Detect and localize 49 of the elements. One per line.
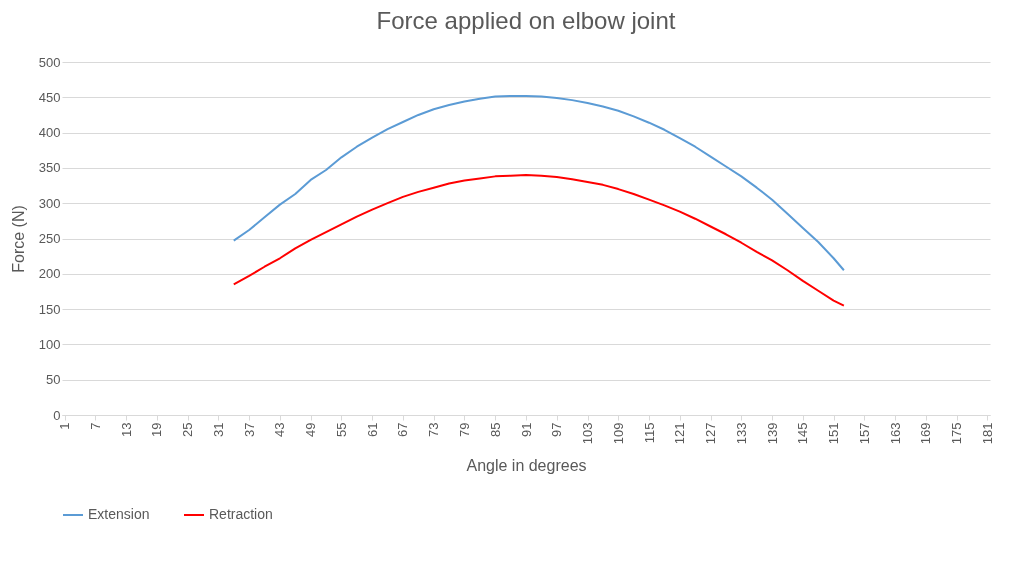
y-tick-label: 50 bbox=[46, 372, 61, 388]
line-series bbox=[232, 173, 845, 307]
y-tick-label: 500 bbox=[38, 54, 61, 70]
legend-label: Extension bbox=[88, 506, 150, 522]
x-tick-label: 19 bbox=[149, 422, 165, 437]
y-tick-label: 150 bbox=[38, 301, 61, 317]
x-tick-label: 157 bbox=[856, 422, 872, 445]
x-tick-label: 55 bbox=[333, 422, 349, 437]
x-tick-label: 31 bbox=[210, 422, 226, 437]
x-tick-label: 49 bbox=[303, 422, 319, 437]
y-tick-label: 200 bbox=[38, 266, 61, 282]
y-tick-label: 400 bbox=[38, 125, 61, 141]
x-tick-label: 127 bbox=[703, 422, 719, 445]
y-tick-label: 300 bbox=[38, 195, 61, 211]
x-tick-label: 103 bbox=[580, 422, 596, 445]
x-tick-label: 73 bbox=[426, 422, 442, 437]
x-tick-label: 121 bbox=[672, 422, 688, 445]
x-tick-label: 163 bbox=[887, 422, 903, 445]
x-tick-label: 85 bbox=[487, 422, 503, 437]
x-axis-title: Angle in degrees bbox=[466, 457, 587, 475]
x-tick-label: 133 bbox=[733, 422, 749, 445]
x-tick-label: 13 bbox=[118, 422, 134, 437]
y-tick-label: 100 bbox=[38, 336, 61, 352]
x-tick-label: 181 bbox=[979, 422, 995, 445]
x-tick-label: 79 bbox=[456, 422, 472, 437]
x-tick-label: 109 bbox=[610, 422, 626, 445]
x-tick-label: 61 bbox=[364, 422, 380, 437]
y-tick-label: 450 bbox=[38, 89, 61, 105]
x-tick-label: 37 bbox=[241, 422, 257, 437]
x-tick-label: 145 bbox=[795, 422, 811, 445]
y-tick-label: 250 bbox=[38, 231, 61, 246]
x-tick-label: 175 bbox=[949, 422, 965, 445]
x-tick-label: 67 bbox=[395, 422, 411, 437]
legend-label: Retraction bbox=[209, 506, 273, 522]
x-tick-label: 7 bbox=[87, 422, 103, 430]
x-tick-label: 151 bbox=[826, 422, 842, 445]
x-tick-label: 43 bbox=[272, 422, 288, 437]
y-tick-label: 350 bbox=[38, 160, 61, 176]
y-tick-label: 0 bbox=[53, 407, 61, 423]
chart-title: Force applied on elbow joint bbox=[376, 7, 676, 34]
x-tick-label: 115 bbox=[641, 422, 657, 444]
line-series bbox=[232, 94, 845, 272]
y-axis-title: Force (N) bbox=[9, 205, 27, 273]
x-tick-label: 139 bbox=[764, 422, 780, 445]
x-tick-label: 1 bbox=[57, 422, 73, 430]
x-tick-label: 25 bbox=[180, 422, 196, 437]
x-tick-label: 169 bbox=[918, 422, 934, 445]
x-tick-label: 97 bbox=[549, 422, 565, 437]
x-tick-label: 91 bbox=[518, 422, 534, 437]
